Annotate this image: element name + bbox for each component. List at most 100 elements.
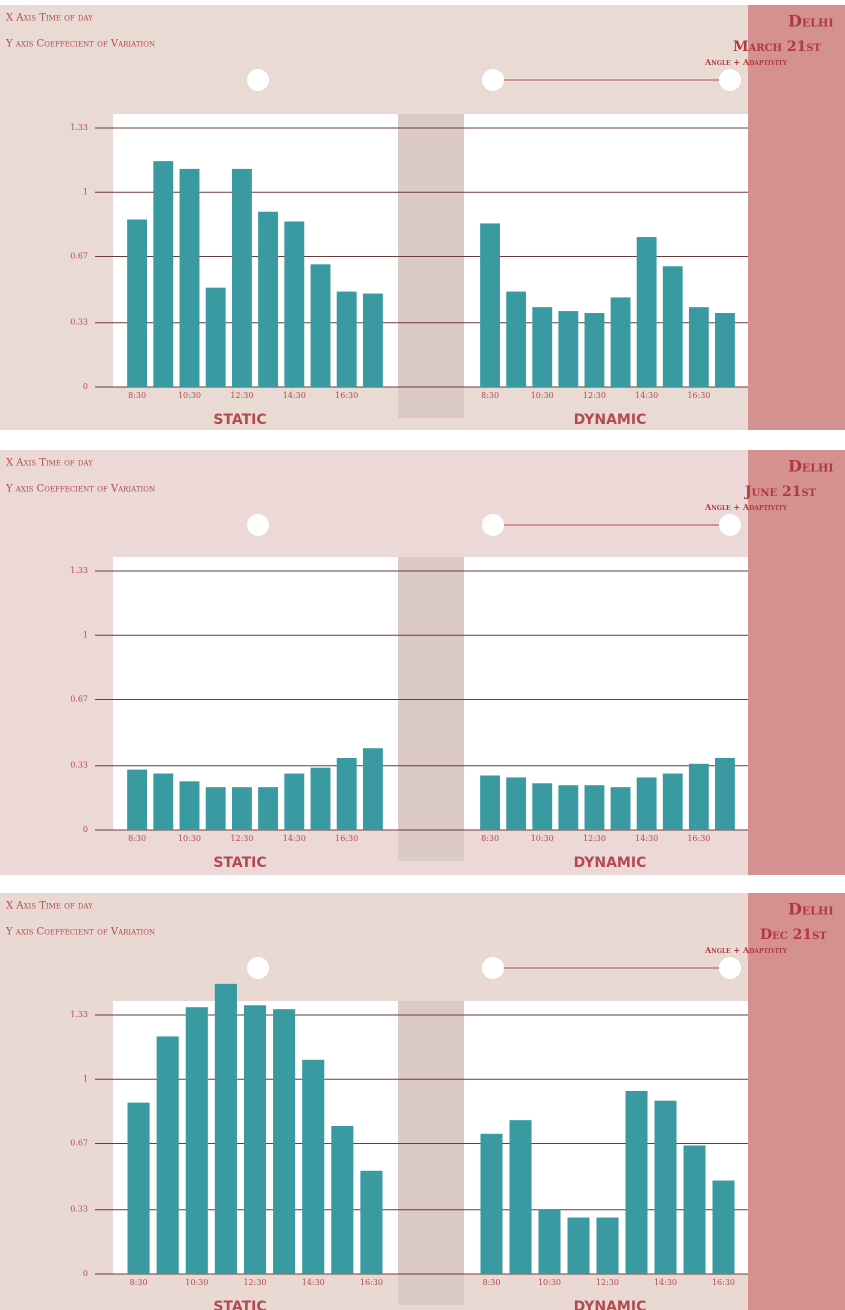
bar (243, 1005, 267, 1274)
bar (258, 787, 279, 830)
bar (179, 168, 200, 387)
knob (719, 69, 741, 91)
bar (331, 1126, 354, 1274)
y-tick-label: 1.33 (70, 1010, 88, 1019)
bar (284, 773, 305, 830)
x-tick-label: 8:30 (130, 1278, 148, 1287)
side-strip (748, 450, 845, 875)
city: Delhi (788, 457, 834, 476)
x-tick-label: 8:30 (483, 1278, 501, 1287)
y-tick-label: 0.67 (70, 1139, 88, 1148)
bar (625, 1090, 648, 1274)
side-strip (748, 893, 845, 1310)
bar (683, 1145, 706, 1274)
x-tick-label: 12:30 (230, 834, 253, 843)
y-axis-note: Y axis Coeffecient of Variation (5, 927, 155, 938)
y-tick-label: 1 (83, 1074, 88, 1083)
bar (153, 773, 174, 830)
knob (719, 514, 741, 536)
x-tick-label: 14:30 (283, 391, 306, 400)
bar (506, 291, 527, 387)
bar (205, 287, 226, 387)
y-tick-label: 0.33 (70, 761, 88, 770)
y-tick-label: 0.67 (70, 252, 88, 261)
bar (185, 1007, 208, 1274)
bar (231, 787, 252, 830)
x-tick-label: 14:30 (283, 834, 306, 843)
gap (398, 1001, 464, 1305)
bar (480, 775, 500, 830)
y-tick-label: 0.33 (70, 318, 88, 327)
bar (596, 1217, 619, 1274)
x-axis-note: X Axis Time of day (6, 458, 93, 469)
knob (482, 957, 504, 979)
x-tick-label: 10:30 (538, 1278, 561, 1287)
bar (214, 983, 237, 1274)
x-axis-note: X Axis Time of day (6, 901, 93, 912)
bar (584, 785, 605, 830)
x-tick-label: 10:30 (185, 1278, 208, 1287)
bar (310, 767, 331, 830)
x-tick-label: 12:30 (243, 1278, 266, 1287)
y-tick-label: 0 (83, 382, 88, 391)
bar (284, 221, 305, 387)
x-tick-label: 8:30 (481, 834, 499, 843)
bar (532, 307, 553, 387)
bar (558, 311, 579, 387)
x-tick-label: 14:30 (635, 391, 658, 400)
bar (662, 773, 683, 830)
x-tick-label: 12:30 (230, 391, 253, 400)
x-tick-label: 10:30 (531, 834, 554, 843)
bar (127, 769, 148, 830)
y-tick-label: 0 (83, 825, 88, 834)
gap (398, 557, 464, 861)
chart-title: STATIC (213, 1299, 266, 1310)
bar (567, 1217, 590, 1274)
y-tick-label: 1 (83, 630, 88, 639)
bar (654, 1100, 677, 1274)
gap (398, 114, 464, 418)
knob (247, 69, 269, 91)
bar (302, 1059, 325, 1274)
date: June 21st (743, 484, 817, 500)
x-tick-label: 16:30 (360, 1278, 383, 1287)
city: Delhi (788, 900, 834, 919)
bar (362, 748, 383, 830)
x-tick-label: 16:30 (687, 391, 710, 400)
bar (480, 223, 500, 387)
bar (558, 785, 579, 830)
bar (636, 237, 657, 387)
y-tick-label: 1 (83, 187, 88, 196)
bar (538, 1209, 561, 1274)
x-tick-label: 12:30 (583, 834, 606, 843)
x-tick-label: 10:30 (178, 834, 201, 843)
knob (482, 514, 504, 536)
city: Delhi (788, 12, 834, 31)
x-tick-label: 14:30 (654, 1278, 677, 1287)
x-tick-label: 12:30 (596, 1278, 619, 1287)
date: March 21st (733, 39, 822, 55)
x-tick-label: 8:30 (481, 391, 499, 400)
y-tick-label: 0.67 (70, 695, 88, 704)
x-tick-label: 8:30 (128, 834, 146, 843)
bar (712, 1180, 735, 1274)
bar (362, 293, 383, 387)
bar (336, 291, 357, 387)
chart-title: DYNAMIC (574, 855, 647, 871)
bar (273, 1009, 296, 1274)
bar (584, 313, 605, 387)
bar (258, 211, 279, 387)
side-strip (748, 5, 845, 430)
knob (247, 957, 269, 979)
chart-title: STATIC (213, 855, 266, 871)
bar (688, 763, 709, 830)
y-tick-label: 0 (83, 1269, 88, 1278)
subtitle: Angle + Adaptivity (704, 57, 788, 67)
y-axis-note: Y axis Coeffecient of Variation (5, 484, 155, 495)
x-tick-label: 16:30 (335, 391, 358, 400)
y-tick-label: 0.33 (70, 1205, 88, 1214)
x-tick-label: 16:30 (335, 834, 358, 843)
bar (336, 757, 357, 830)
knob (482, 69, 504, 91)
chart-title: DYNAMIC (574, 412, 647, 428)
